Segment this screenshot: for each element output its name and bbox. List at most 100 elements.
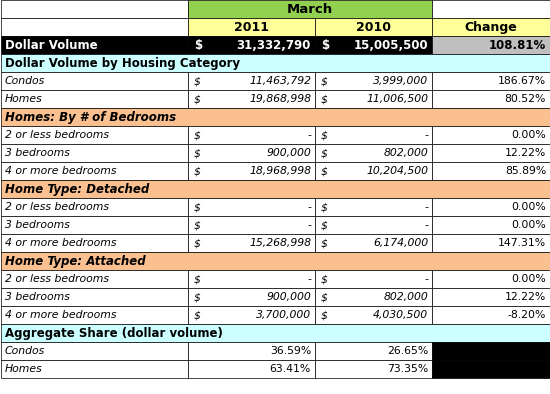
Bar	[188, 144, 315, 162]
Text: 12.22%: 12.22%	[505, 148, 546, 158]
Bar	[188, 342, 315, 360]
Text: -: -	[424, 202, 428, 212]
Bar	[188, 72, 315, 90]
Text: 26.65%: 26.65%	[387, 346, 428, 356]
Text: Homes: Homes	[5, 364, 43, 374]
Bar	[1, 342, 188, 360]
Text: 0.00%: 0.00%	[512, 220, 546, 230]
Text: $: $	[321, 166, 328, 176]
Bar	[188, 288, 315, 306]
Text: 12.22%: 12.22%	[505, 292, 546, 302]
Bar	[188, 126, 315, 144]
Bar	[1, 216, 188, 234]
Text: $: $	[321, 202, 328, 212]
Text: 63.41%: 63.41%	[270, 364, 311, 374]
Text: 0.00%: 0.00%	[512, 202, 546, 212]
Bar	[188, 360, 315, 378]
Bar	[432, 162, 550, 180]
Bar	[188, 36, 315, 54]
Text: $: $	[194, 292, 201, 302]
Bar	[432, 342, 550, 360]
Bar	[1, 324, 550, 342]
Bar	[315, 270, 432, 288]
Bar	[1, 288, 188, 306]
Bar	[1, 270, 188, 288]
Text: $: $	[321, 76, 328, 86]
Text: 31,332,790: 31,332,790	[236, 39, 311, 52]
Bar	[432, 216, 550, 234]
Bar	[1, 18, 188, 36]
Text: 4 or more bedrooms: 4 or more bedrooms	[5, 166, 117, 176]
Text: 147.31%: 147.31%	[498, 238, 546, 248]
Text: 186.67%: 186.67%	[498, 76, 546, 86]
Bar	[432, 198, 550, 216]
Text: 73.35%: 73.35%	[387, 364, 428, 374]
Text: $: $	[194, 220, 201, 230]
Text: 3 bedrooms: 3 bedrooms	[5, 148, 70, 158]
Bar	[188, 198, 315, 216]
Text: $: $	[194, 148, 201, 158]
Text: 108.81%: 108.81%	[489, 39, 546, 52]
Text: $: $	[194, 94, 201, 104]
Text: 6,174,000: 6,174,000	[373, 238, 428, 248]
Bar	[188, 162, 315, 180]
Bar	[315, 144, 432, 162]
Bar	[315, 72, 432, 90]
Bar	[432, 0, 550, 18]
Bar	[315, 306, 432, 324]
Text: 4 or more bedrooms: 4 or more bedrooms	[5, 238, 117, 248]
Text: March: March	[287, 2, 333, 15]
Bar	[188, 270, 315, 288]
Text: Dollar Volume: Dollar Volume	[5, 39, 98, 52]
Text: 36.59%: 36.59%	[270, 346, 311, 356]
Bar	[315, 198, 432, 216]
Bar	[432, 270, 550, 288]
Text: -: -	[307, 274, 311, 284]
Bar	[1, 360, 188, 378]
Bar	[188, 18, 315, 36]
Bar	[1, 198, 188, 216]
Bar	[315, 216, 432, 234]
Bar	[1, 306, 188, 324]
Text: Condos: Condos	[5, 346, 45, 356]
Text: Aggregate Share (dollar volume): Aggregate Share (dollar volume)	[5, 327, 223, 340]
Bar	[432, 18, 550, 36]
Bar	[432, 360, 550, 378]
Text: 10,204,500: 10,204,500	[366, 166, 428, 176]
Text: 3 bedrooms: 3 bedrooms	[5, 292, 70, 302]
Bar	[1, 108, 550, 126]
Text: $: $	[321, 274, 328, 284]
Bar	[1, 72, 188, 90]
Bar	[1, 36, 188, 54]
Text: 0.00%: 0.00%	[512, 130, 546, 140]
Bar	[1, 180, 550, 198]
Text: 3,999,000: 3,999,000	[373, 76, 428, 86]
Text: -: -	[307, 130, 311, 140]
Bar	[188, 234, 315, 252]
Text: $: $	[194, 39, 202, 52]
Text: Homes: By # of Bedrooms: Homes: By # of Bedrooms	[5, 110, 176, 123]
Bar	[315, 360, 432, 378]
Bar	[1, 54, 550, 72]
Bar	[188, 0, 432, 18]
Bar	[432, 72, 550, 90]
Text: 2010: 2010	[356, 20, 391, 33]
Text: $: $	[321, 148, 328, 158]
Bar	[1, 126, 188, 144]
Text: -: -	[307, 220, 311, 230]
Text: -8.20%: -8.20%	[508, 310, 546, 320]
Bar	[315, 90, 432, 108]
Text: $: $	[194, 166, 201, 176]
Text: 2 or less bedrooms: 2 or less bedrooms	[5, 202, 109, 212]
Text: $: $	[321, 292, 328, 302]
Text: 80.52%: 80.52%	[505, 94, 546, 104]
Bar	[1, 90, 188, 108]
Text: -: -	[424, 274, 428, 284]
Text: -: -	[307, 202, 311, 212]
Bar	[188, 306, 315, 324]
Text: $: $	[321, 220, 328, 230]
Text: 2 or less bedrooms: 2 or less bedrooms	[5, 274, 109, 284]
Bar	[432, 90, 550, 108]
Text: 4 or more bedrooms: 4 or more bedrooms	[5, 310, 117, 320]
Text: Homes: Homes	[5, 94, 43, 104]
